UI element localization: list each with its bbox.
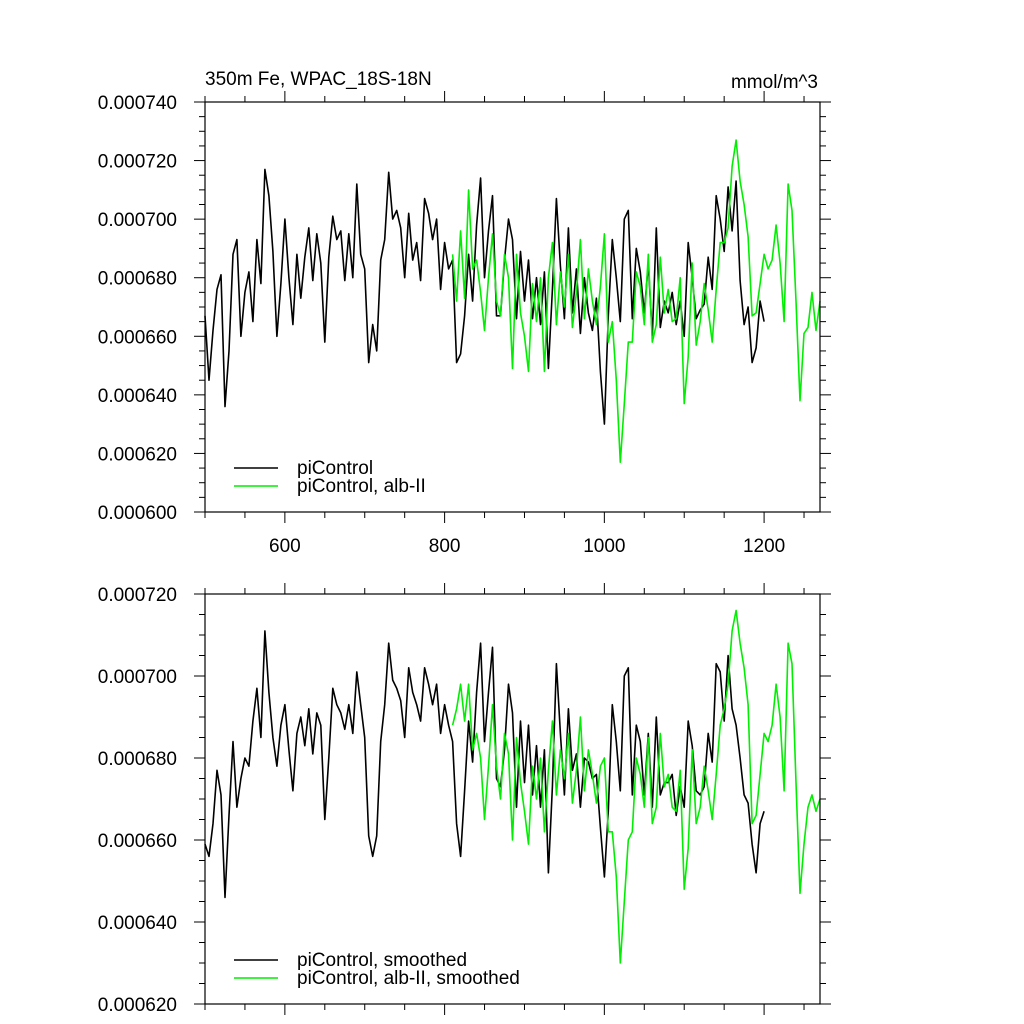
- series-line-picontrol: [204, 630, 765, 899]
- bottom-panel: 0.000620 0.000640 0.000660 0.000680 0.000700…: [98, 583, 831, 1016]
- y-tick-label: 0.000640: [98, 386, 177, 407]
- y-tick-label: 0.000660: [98, 831, 177, 852]
- series-line-picontrol: [204, 168, 765, 425]
- plot-frame: [204, 101, 821, 513]
- x-tick-label: 600: [269, 536, 301, 557]
- units-label: mmol/m^3: [731, 72, 818, 93]
- y-tick-label: 0.000720: [98, 585, 177, 606]
- y-tick-label: 0.000680: [98, 749, 177, 770]
- y-tick-label: 0.000600: [98, 503, 177, 524]
- legend-label: piControl, smoothed: [297, 950, 467, 971]
- legend-label: piControl: [297, 458, 373, 479]
- chart-title: 350m Fe, WPAC_18S-18N: [205, 69, 432, 90]
- legend-label: piControl, alb-II, smoothed: [297, 968, 520, 989]
- y-tick-label: 0.000620: [98, 444, 177, 465]
- y-tick-label: 0.000740: [98, 93, 177, 114]
- y-tick-label: 0.000640: [98, 913, 177, 934]
- x-tick-label: 1000: [583, 536, 625, 557]
- y-tick-label: 0.000660: [98, 327, 177, 348]
- series-line-picontrol-alb-ii: [451, 609, 821, 964]
- top-panel: 600 800 1000 1200 0.000600 0.000620 0.000640 0.…: [98, 91, 831, 557]
- legend-label: piControl, alb-II: [297, 476, 426, 497]
- x-tick-label: 800: [429, 536, 461, 557]
- y-tick-label: 0.000720: [98, 152, 177, 173]
- y-tick-label: 0.000620: [98, 995, 177, 1016]
- y-tick-label: 0.000680: [98, 269, 177, 290]
- y-tick-label: 0.000700: [98, 667, 177, 688]
- y-tick-label: 0.000700: [98, 210, 177, 231]
- x-tick-label: 1200: [743, 536, 785, 557]
- series-line-picontrol-alb-ii: [451, 139, 821, 464]
